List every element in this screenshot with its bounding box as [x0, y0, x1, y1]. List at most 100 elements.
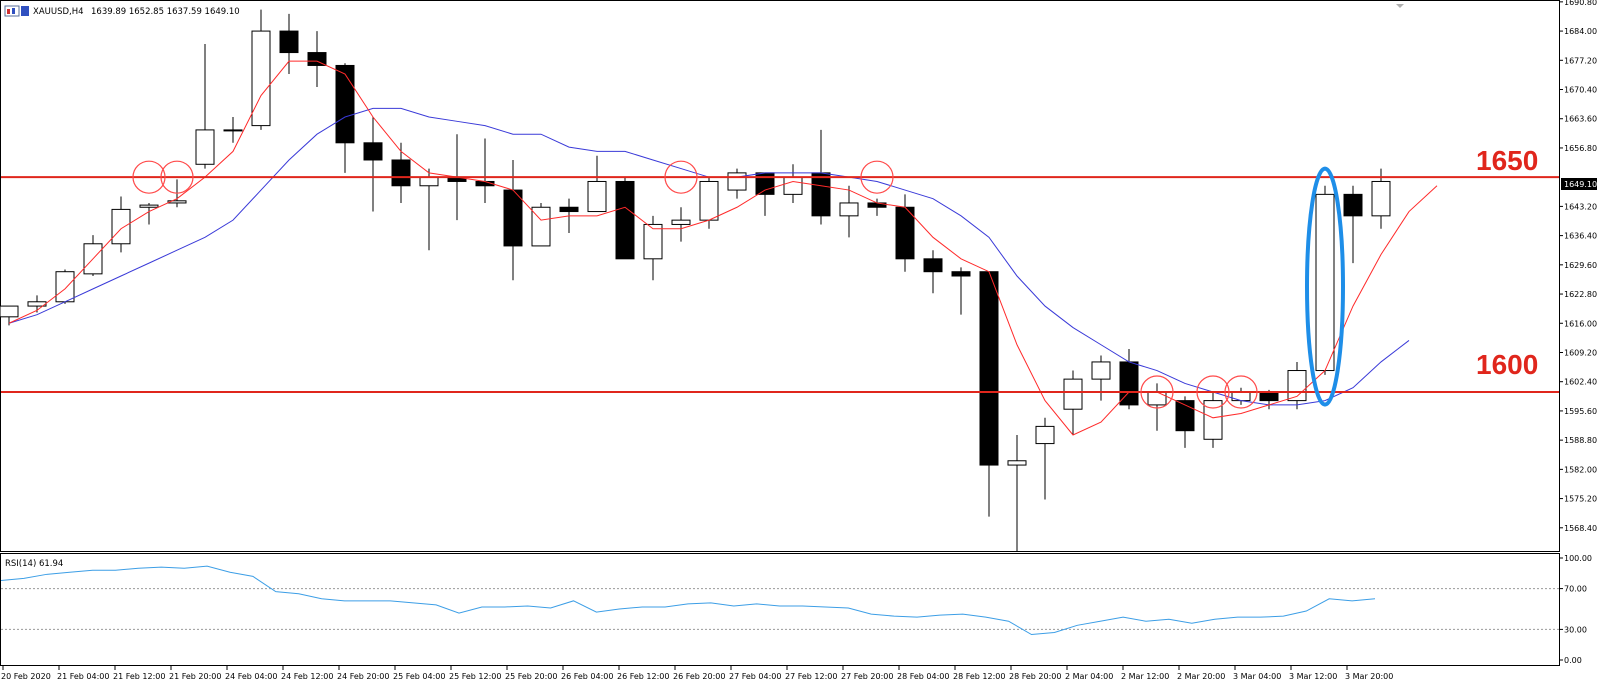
- ohlc-values: 1639.89 1652.85 1637.59 1649.10: [91, 7, 240, 17]
- rsi-line: [0, 565, 1376, 636]
- bear-candle: [335, 64, 355, 144]
- y-tick-label: 1622.80: [1564, 290, 1597, 299]
- bull-candle: [727, 172, 747, 191]
- y-tick-label: 1616.00: [1564, 319, 1597, 328]
- bull-candle: [671, 219, 691, 225]
- highlight-circle: [664, 160, 698, 194]
- y-tick-label: 1568.40: [1564, 524, 1597, 533]
- y-tick-label: 1588.80: [1564, 436, 1597, 445]
- x-tick-label: 28 Feb 12:00: [953, 672, 1005, 681]
- rsi-tick-label: 70.00: [1564, 585, 1587, 594]
- bear-candle: [923, 258, 943, 273]
- bull-candle: [251, 30, 271, 127]
- y-tick-label: 1595.60: [1564, 407, 1597, 416]
- bull-candle: [839, 202, 859, 217]
- x-tick-label: 3 Mar 20:00: [1345, 672, 1393, 681]
- x-tick-label: 21 Feb 04:00: [57, 672, 109, 681]
- rsi-layer: 100.00 70.00 30.00 0.00: [0, 554, 1592, 665]
- bull-candle: [167, 200, 187, 204]
- chart-icon-flag: [21, 6, 29, 16]
- annotations-layer: [1, 160, 1559, 409]
- chart-icon-bar-blue: [12, 8, 15, 14]
- bear-candle: [951, 271, 971, 277]
- highlight-circle: [1140, 375, 1174, 409]
- x-tick-label: 27 Feb 12:00: [785, 672, 837, 681]
- y-tick-label: 1690.80: [1564, 0, 1597, 7]
- bull-candle: [195, 129, 215, 165]
- x-tick-label: 27 Feb 20:00: [841, 672, 893, 681]
- bear-candle: [279, 30, 299, 54]
- chart-header: XAUUSD,H4 1639.89 1652.85 1637.59 1649.1…: [4, 5, 240, 17]
- bull-candle: [1063, 378, 1083, 410]
- x-tick-label: 2 Mar 12:00: [1121, 672, 1169, 681]
- x-tick-label: 25 Feb 20:00: [505, 672, 557, 681]
- bear-candle: [1259, 391, 1279, 402]
- rsi-tick-label: 30.00: [1564, 625, 1587, 634]
- x-tick-label: 26 Feb 20:00: [673, 672, 725, 681]
- bull-candle: [643, 223, 663, 260]
- x-tick-label: 2 Mar 04:00: [1065, 672, 1113, 681]
- bull-candle: [1231, 391, 1251, 402]
- bull-candle: [783, 176, 803, 195]
- x-tick-label: 26 Feb 12:00: [617, 672, 669, 681]
- bull-candle: [1287, 370, 1307, 402]
- highlight-circle: [1196, 375, 1230, 409]
- y-tick-label: 1582.00: [1564, 465, 1597, 474]
- bull-candle: [1147, 391, 1167, 406]
- bull-candle: [699, 180, 719, 221]
- bear-candle: [363, 142, 383, 161]
- rsi-plot-frame: [0, 553, 1560, 666]
- x-tick-label: 24 Feb 20:00: [337, 672, 389, 681]
- main-axis: 1690.80 1684.00 1677.20 1670.40 1663.60 1656.…: [1559, 0, 1597, 533]
- y-tick-label: 1684.00: [1564, 27, 1597, 36]
- x-tick-label: 24 Feb 04:00: [225, 672, 277, 681]
- rsi-tick-label: 0.00: [1564, 656, 1582, 665]
- chart-icon-bar-red: [7, 9, 10, 14]
- bear-candle: [755, 172, 775, 195]
- x-tick-label: 21 Feb 12:00: [113, 672, 165, 681]
- bull-candle: [419, 176, 439, 187]
- bull-candle: [0, 305, 19, 318]
- current-price-tag: [1561, 178, 1597, 190]
- bear-candle: [1175, 400, 1195, 432]
- y-tick-label: 1663.60: [1564, 115, 1597, 124]
- y-tick-label: 1656.80: [1564, 144, 1597, 153]
- x-tick-label: 3 Mar 04:00: [1233, 672, 1281, 681]
- bear-candle: [503, 189, 523, 247]
- y-tick-label: 1629.60: [1564, 261, 1597, 270]
- bull-candle: [139, 204, 159, 208]
- highlight-circle: [860, 160, 894, 194]
- x-tick-label: 28 Feb 20:00: [1009, 672, 1061, 681]
- x-tick-label: 25 Feb 12:00: [449, 672, 501, 681]
- breakout-ellipse: [1305, 166, 1345, 407]
- shift-marker-icon[interactable]: [1396, 4, 1404, 8]
- x-tick-label: 3 Mar 12:00: [1289, 672, 1337, 681]
- bull-candle: [55, 271, 75, 303]
- bear-candle: [307, 52, 327, 66]
- level-1650-label: 1650: [1476, 145, 1538, 176]
- bull-candle: [111, 208, 131, 245]
- fast-ma-line: [8, 60, 1438, 436]
- y-tick-label: 1677.20: [1564, 56, 1597, 65]
- bull-candle: [1035, 425, 1055, 445]
- x-tick-label: 21 Feb 20:00: [169, 672, 221, 681]
- highlight-circle: [160, 160, 194, 194]
- x-tick-label: 26 Feb 04:00: [561, 672, 613, 681]
- bull-candle: [531, 206, 551, 247]
- y-tick-label: 1643.20: [1564, 202, 1597, 211]
- bear-candle: [391, 159, 411, 187]
- bear-candle: [559, 206, 579, 213]
- x-tick-label: 20 Feb 2020: [1, 672, 51, 681]
- highlight-circle: [1224, 375, 1258, 409]
- bull-candle: [1091, 361, 1111, 380]
- bear-candle: [811, 172, 831, 217]
- bull-candle: [587, 180, 607, 213]
- level-1600-label: 1600: [1476, 349, 1538, 380]
- x-tick-label: 28 Feb 04:00: [897, 672, 949, 681]
- current-price-label: 1649.10: [1564, 180, 1597, 189]
- y-tick-label: 1575.20: [1564, 495, 1597, 504]
- y-tick-label: 1636.40: [1564, 232, 1597, 241]
- symbol-label: XAUUSD,H4: [33, 7, 84, 17]
- rsi-tick-label: 100.00: [1564, 554, 1592, 563]
